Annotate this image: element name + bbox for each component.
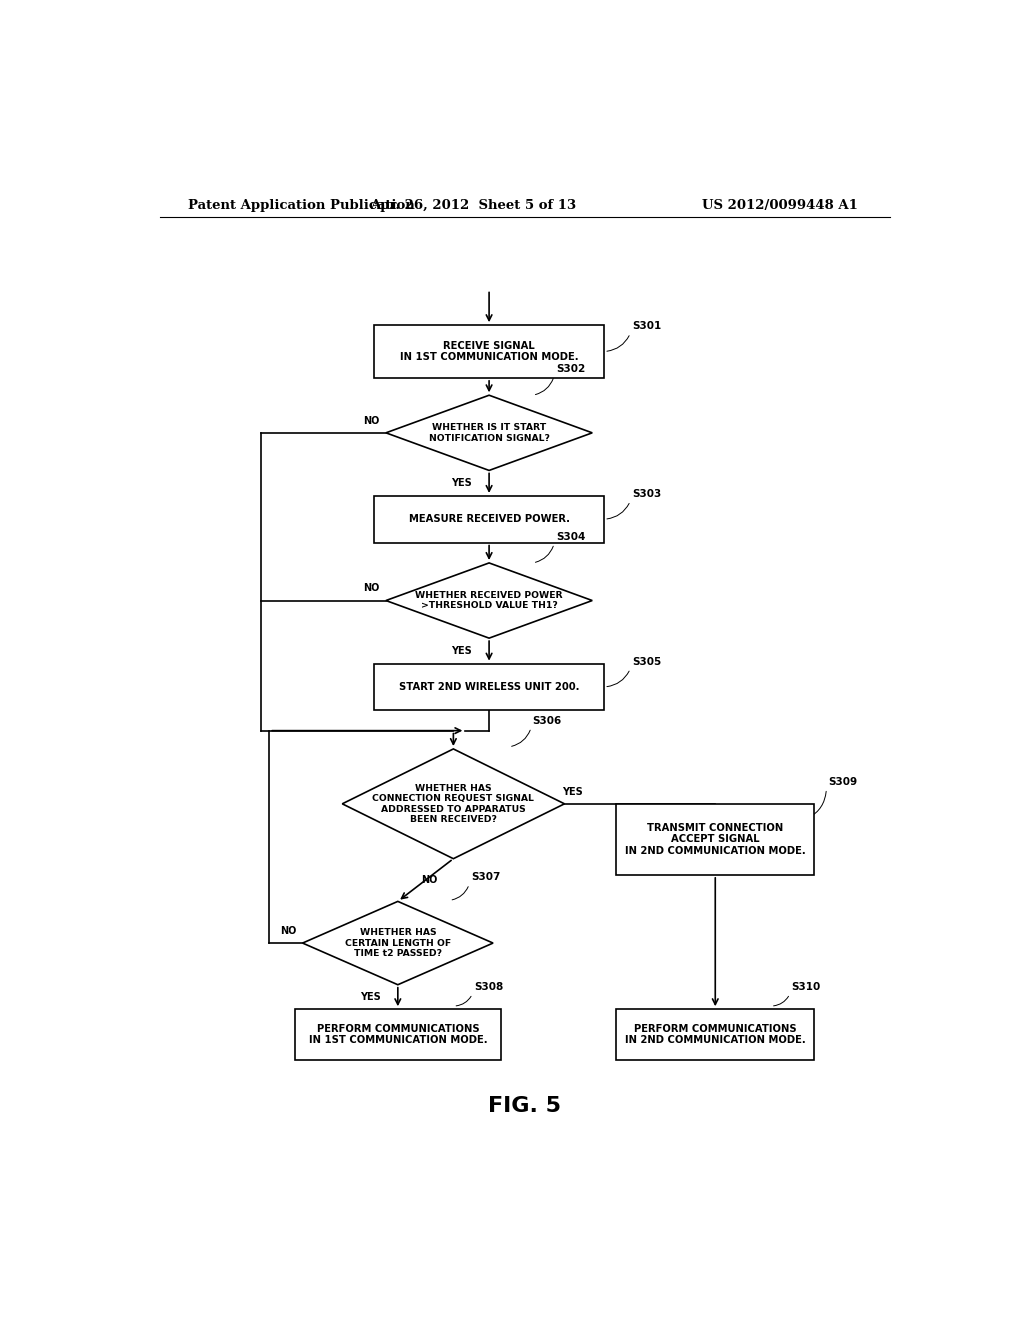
FancyBboxPatch shape	[616, 804, 814, 875]
Text: S305: S305	[632, 656, 662, 667]
FancyBboxPatch shape	[616, 1008, 814, 1060]
Polygon shape	[342, 748, 564, 859]
Text: YES: YES	[451, 645, 472, 656]
Text: WHETHER HAS
CERTAIN LENGTH OF
TIME t2 PASSED?: WHETHER HAS CERTAIN LENGTH OF TIME t2 PA…	[345, 928, 451, 958]
Text: MEASURE RECEIVED POWER.: MEASURE RECEIVED POWER.	[409, 515, 569, 524]
Text: S304: S304	[556, 532, 585, 541]
Text: NO: NO	[421, 875, 437, 884]
Text: S308: S308	[474, 982, 503, 991]
Text: S301: S301	[632, 321, 662, 331]
Text: Apr. 26, 2012  Sheet 5 of 13: Apr. 26, 2012 Sheet 5 of 13	[370, 198, 577, 211]
Text: Patent Application Publication: Patent Application Publication	[187, 198, 415, 211]
Text: S302: S302	[556, 364, 585, 374]
Text: START 2ND WIRELESS UNIT 200.: START 2ND WIRELESS UNIT 200.	[398, 682, 580, 692]
Text: NO: NO	[364, 583, 380, 593]
Text: S303: S303	[632, 488, 662, 499]
Text: S306: S306	[532, 715, 562, 726]
Text: S307: S307	[471, 873, 500, 882]
Text: NO: NO	[280, 925, 296, 936]
Polygon shape	[386, 395, 592, 470]
Text: YES: YES	[359, 991, 380, 1002]
Polygon shape	[303, 902, 494, 985]
Text: WHETHER RECEIVED POWER
>THRESHOLD VALUE TH1?: WHETHER RECEIVED POWER >THRESHOLD VALUE …	[416, 591, 563, 610]
Text: WHETHER HAS
CONNECTION REQUEST SIGNAL
ADDRESSED TO APPARATUS
BEEN RECEIVED?: WHETHER HAS CONNECTION REQUEST SIGNAL AD…	[373, 784, 535, 824]
Text: PERFORM COMMUNICATIONS
IN 1ST COMMUNICATION MODE.: PERFORM COMMUNICATIONS IN 1ST COMMUNICAT…	[308, 1024, 487, 1045]
Text: US 2012/0099448 A1: US 2012/0099448 A1	[702, 198, 858, 211]
Text: TRANSMIT CONNECTION
ACCEPT SIGNAL
IN 2ND COMMUNICATION MODE.: TRANSMIT CONNECTION ACCEPT SIGNAL IN 2ND…	[625, 822, 806, 855]
Polygon shape	[386, 562, 592, 638]
FancyBboxPatch shape	[374, 664, 604, 710]
FancyBboxPatch shape	[374, 325, 604, 378]
Text: S310: S310	[792, 982, 820, 991]
Text: FIG. 5: FIG. 5	[488, 1096, 561, 1115]
Text: YES: YES	[562, 787, 583, 796]
Text: WHETHER IS IT START
NOTIFICATION SIGNAL?: WHETHER IS IT START NOTIFICATION SIGNAL?	[429, 424, 550, 442]
FancyBboxPatch shape	[374, 496, 604, 543]
Text: S309: S309	[828, 776, 857, 787]
Text: NO: NO	[364, 416, 380, 425]
Text: YES: YES	[451, 478, 472, 488]
Text: PERFORM COMMUNICATIONS
IN 2ND COMMUNICATION MODE.: PERFORM COMMUNICATIONS IN 2ND COMMUNICAT…	[625, 1024, 806, 1045]
Text: RECEIVE SIGNAL
IN 1ST COMMUNICATION MODE.: RECEIVE SIGNAL IN 1ST COMMUNICATION MODE…	[399, 341, 579, 362]
FancyBboxPatch shape	[295, 1008, 501, 1060]
